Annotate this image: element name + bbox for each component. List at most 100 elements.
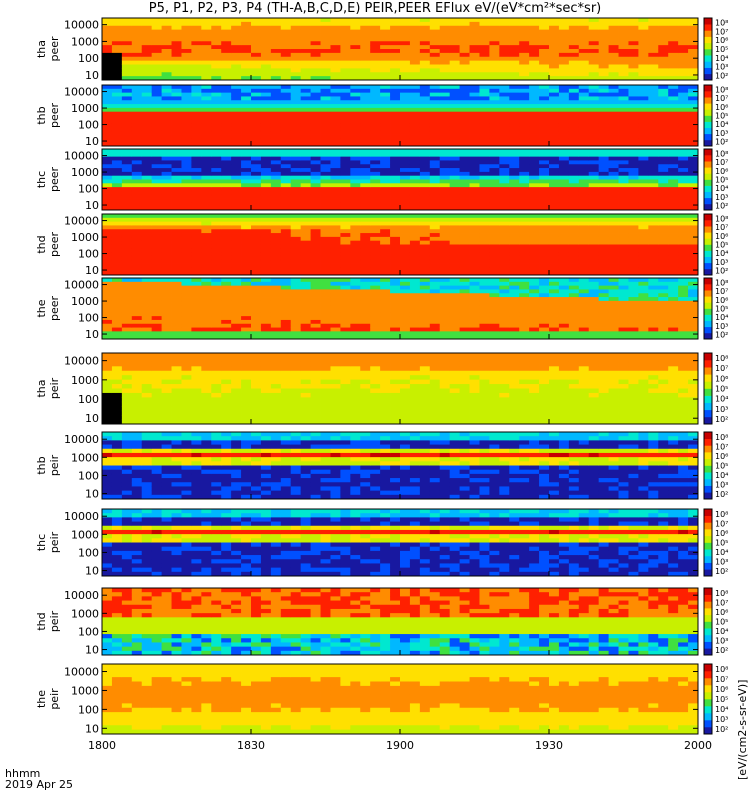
spectrogram-cell (578, 304, 590, 309)
spectrogram-cell (608, 335, 619, 340)
spectrogram-cell (320, 68, 331, 73)
spectrogram-cell (539, 18, 550, 23)
spectrogram-cell (340, 64, 351, 69)
spectrogram-cell (181, 76, 192, 81)
spectrogram-cell (400, 319, 411, 325)
spectrogram-cell (400, 104, 411, 109)
spectrogram-cell (241, 100, 252, 105)
spectrogram-cell (558, 221, 570, 226)
spectrogram-cell (191, 255, 202, 261)
spectrogram-cell (241, 236, 252, 242)
spectrogram-cell (598, 259, 609, 264)
spectrogram-cell (221, 308, 232, 313)
spectrogram-cell (568, 37, 580, 42)
spectrogram-cell (568, 308, 580, 313)
spectrogram-cell (221, 229, 232, 234)
spectrogram-cell (221, 271, 232, 276)
spectrogram-cell (658, 130, 669, 135)
spectrogram-cell (141, 233, 153, 238)
spectrogram-cell (111, 25, 123, 31)
spectrogram-cell (469, 289, 480, 294)
spectrogram-cell (121, 138, 133, 143)
spectrogram-cell (201, 168, 212, 173)
spectrogram-cell (201, 45, 212, 50)
spectrogram-cell (439, 130, 451, 135)
spectrogram-cell (519, 160, 530, 165)
spectrogram-cell (350, 194, 361, 199)
spectrogram-cell (360, 126, 371, 132)
spectrogram-cell (499, 85, 510, 90)
spectrogram-cell (449, 49, 460, 54)
spectrogram-cell (678, 289, 689, 294)
spectrogram-cell (380, 281, 391, 287)
spectrogram-cell (479, 252, 490, 257)
spectrogram-cell (141, 25, 153, 31)
colorbar-segment (704, 220, 712, 227)
spectrogram-cell (469, 115, 480, 120)
spectrogram-cell (648, 206, 659, 211)
spectrogram-cell (181, 45, 192, 50)
spectrogram-cell (260, 304, 272, 309)
spectrogram-cell (191, 104, 202, 109)
spectrogram-cell (688, 187, 699, 192)
spectrogram-cell (370, 331, 381, 336)
spectrogram-cell (459, 21, 470, 27)
spectrogram-cell (360, 171, 371, 177)
spectrogram-cell (549, 327, 560, 332)
spectrogram-cell (300, 60, 311, 65)
spectrogram-cell (668, 229, 679, 234)
spectrogram-cell (459, 308, 470, 313)
spectrogram-cell (390, 96, 401, 101)
spectrogram-cell (618, 115, 629, 120)
spectrogram-cell (350, 316, 361, 321)
spectrogram-cell (469, 152, 480, 158)
spectrogram-cell (221, 56, 232, 62)
spectrogram-cell (370, 240, 381, 245)
spectrogram-cell (459, 263, 470, 268)
spectrogram-cell (350, 107, 361, 113)
spectrogram-cell (111, 271, 123, 276)
spectrogram-cell (340, 187, 351, 192)
spectrogram-cell (549, 52, 560, 58)
spectrogram-cell (499, 25, 510, 31)
spectrogram-cell (350, 179, 361, 184)
spectrogram-cell (350, 45, 361, 50)
colorbar-segment (704, 30, 712, 37)
spectrogram-cell (330, 271, 341, 276)
spectrogram-cell (578, 236, 590, 242)
spectrogram-cell (469, 96, 480, 101)
spectrogram-cell (558, 187, 570, 192)
spectrogram-cell (330, 312, 341, 317)
spectrogram-cell (678, 52, 689, 58)
spectrogram-cell (211, 107, 222, 113)
colorbar-segment (704, 284, 712, 291)
spectrogram-cell (419, 76, 431, 81)
spectrogram-cell (658, 289, 669, 294)
spectrogram-cell (529, 335, 540, 340)
spectrogram-cell (251, 111, 262, 116)
spectrogram-cell (320, 259, 331, 264)
spectrogram-cell (479, 206, 490, 211)
spectrogram-cell (419, 297, 431, 302)
spectrogram-cell (340, 68, 351, 73)
spectrogram-cell (191, 168, 202, 173)
spectrogram-cell (469, 171, 480, 177)
spectrogram-cell (161, 297, 172, 302)
spectrogram-cell (330, 190, 341, 196)
spectrogram-cell (231, 248, 242, 253)
spectrogram-cell (608, 56, 619, 62)
spectrogram-cell (260, 221, 272, 226)
spectrogram-cell (608, 126, 619, 132)
spectrogram-cell (360, 160, 371, 165)
spectrogram-cell (211, 160, 222, 165)
spectrogram-cell (539, 183, 550, 188)
spectrogram-cell (241, 335, 252, 340)
spectrogram-cell (111, 21, 123, 27)
spectrogram-cell (459, 107, 470, 113)
spectrogram-cell (618, 244, 629, 249)
colorbar-tick-label: 10⁵ (715, 45, 728, 54)
spectrogram-cell (439, 115, 451, 120)
spectrogram-cell (539, 194, 550, 199)
spectrogram-cell (151, 312, 162, 317)
spectrogram-cell (598, 142, 609, 147)
